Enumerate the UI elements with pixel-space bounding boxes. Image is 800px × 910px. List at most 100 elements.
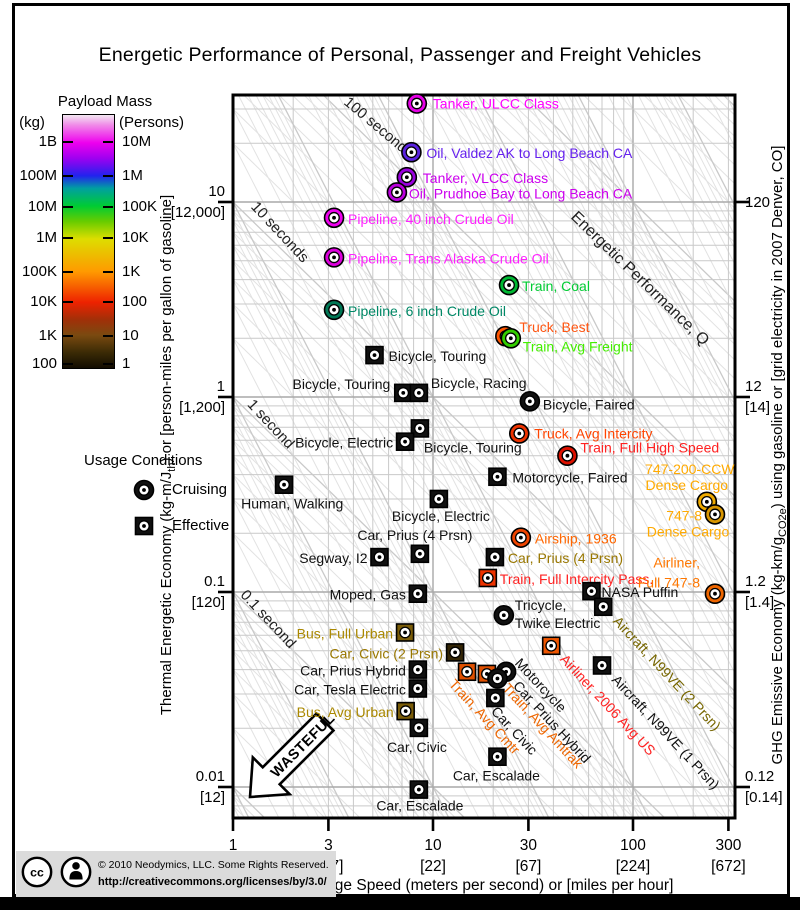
data-point bbox=[410, 544, 430, 564]
data-point-label: Car, Civic (2 Prsn) bbox=[330, 645, 444, 661]
colorbar-tick bbox=[103, 141, 113, 144]
data-point bbox=[457, 662, 477, 682]
data-point-label: Bicycle, Racing bbox=[431, 375, 527, 391]
attribution-icon bbox=[59, 855, 93, 894]
data-point-label: Bicycle, Faired bbox=[543, 396, 635, 412]
svg-text:10: 10 bbox=[208, 183, 225, 200]
data-point-label: Car, Prius (4 Prsn) bbox=[508, 550, 623, 566]
data-point-label: Dense Cargo bbox=[647, 523, 730, 539]
data-point-label: Oil, Valdez AK to Long Beach CA bbox=[426, 145, 633, 161]
svg-text:1: 1 bbox=[229, 837, 238, 854]
svg-text:1: 1 bbox=[217, 378, 225, 395]
svg-text:[12,000]: [12,000] bbox=[171, 204, 225, 221]
data-point bbox=[498, 274, 520, 296]
payload-persons-label: 10M bbox=[122, 133, 152, 151]
svg-text:120: 120 bbox=[745, 194, 770, 211]
payload-kg-label: 1K bbox=[38, 327, 57, 345]
data-point-label: Car, Prius (4 Prsn) bbox=[357, 527, 472, 543]
data-point bbox=[396, 701, 415, 721]
data-point bbox=[557, 445, 578, 467]
x-axis-title: Average Speed (meters per second) or [mi… bbox=[294, 877, 674, 894]
payload-persons-label: 1M bbox=[122, 166, 143, 184]
data-point-label: Truck, Best bbox=[519, 319, 589, 335]
page-title: Energetic Performance of Personal, Passe… bbox=[98, 44, 702, 66]
data-point-label: NASA Puffin bbox=[602, 584, 679, 600]
data-point bbox=[365, 345, 384, 365]
data-point bbox=[582, 581, 601, 601]
data-point bbox=[478, 568, 498, 588]
data-point bbox=[370, 547, 389, 567]
payload-persons-label: 100K bbox=[122, 198, 158, 216]
svg-text:0.1 second: 0.1 second bbox=[237, 587, 299, 652]
data-point bbox=[704, 504, 726, 525]
payload-legend-title: Payload Mass bbox=[57, 93, 153, 110]
data-point bbox=[401, 141, 422, 163]
payload-persons-label: 1K bbox=[122, 263, 141, 281]
colorbar-tick bbox=[103, 271, 113, 274]
colorbar-tick bbox=[63, 206, 73, 209]
data-point-label: Bicycle, Touring bbox=[293, 376, 391, 392]
colorbar-tick bbox=[63, 271, 73, 274]
data-point-label: 747-200-CCW bbox=[645, 461, 735, 477]
svg-text:12: 12 bbox=[745, 378, 762, 395]
colorbar-tick bbox=[63, 362, 73, 365]
data-point-label: Train, Avg Freight bbox=[523, 338, 633, 354]
svg-text:30: 30 bbox=[520, 837, 538, 854]
data-point bbox=[696, 491, 718, 513]
svg-text:[14]: [14] bbox=[745, 399, 770, 416]
effective-marker-icon bbox=[134, 516, 154, 536]
data-point bbox=[487, 668, 508, 689]
svg-text:[672]: [672] bbox=[711, 858, 745, 875]
data-point bbox=[386, 182, 408, 203]
colorbar-tick bbox=[63, 141, 73, 144]
data-point-label: Full 747-8 bbox=[638, 575, 700, 591]
data-point bbox=[396, 166, 418, 188]
axis-ticks bbox=[218, 200, 750, 831]
data-point bbox=[274, 475, 294, 495]
svg-text:[224]: [224] bbox=[616, 858, 650, 875]
data-point bbox=[406, 93, 428, 114]
colorbar-tick bbox=[63, 236, 73, 239]
data-point-label: Car, Prius Hybrid bbox=[300, 663, 406, 679]
data-point bbox=[704, 583, 726, 605]
payload-kg-header: (kg) bbox=[19, 114, 45, 131]
payload-kg-label: 1B bbox=[38, 133, 57, 151]
usage-legend-title: Usage Conditions bbox=[84, 452, 203, 469]
svg-text:[120]: [120] bbox=[192, 594, 225, 611]
data-point bbox=[409, 718, 429, 738]
data-point-label: Moped, Gas bbox=[330, 587, 406, 603]
colorbar-tick bbox=[63, 300, 73, 303]
colorbar-tick bbox=[103, 236, 113, 239]
data-point bbox=[395, 623, 415, 642]
svg-text:[22]: [22] bbox=[420, 858, 446, 875]
data-point-label: Train, Full High Speed bbox=[580, 440, 719, 456]
data-point bbox=[508, 423, 530, 444]
colorbar-tick bbox=[103, 206, 113, 209]
data-point-label: Car, Escalade bbox=[376, 798, 463, 814]
data-point bbox=[323, 299, 345, 321]
svg-text:cc: cc bbox=[30, 865, 44, 879]
data-point bbox=[592, 656, 612, 675]
data-point bbox=[408, 679, 428, 698]
payload-kg-label: 100 bbox=[31, 354, 57, 372]
svg-text:3: 3 bbox=[324, 837, 333, 854]
data-point bbox=[519, 391, 541, 412]
cc-icon: cc bbox=[20, 855, 54, 894]
data-point bbox=[410, 419, 430, 438]
data-point-label: Bicycle, Electric bbox=[295, 435, 393, 451]
data-point bbox=[486, 688, 505, 708]
data-point bbox=[323, 207, 345, 229]
colorbar-tick bbox=[103, 335, 113, 338]
data-point-label: Train, Coal bbox=[522, 278, 590, 294]
svg-text:300: 300 bbox=[715, 837, 741, 854]
svg-text:[1.4]: [1.4] bbox=[745, 594, 774, 611]
data-point bbox=[593, 597, 613, 617]
data-point-label: Oil, Prudhoe Bay to Long Beach CA bbox=[409, 185, 633, 201]
data-point-label: 747-8 bbox=[666, 507, 702, 523]
svg-text:[67]: [67] bbox=[515, 858, 541, 875]
payload-colorbar bbox=[62, 114, 115, 369]
plot-border bbox=[231, 93, 737, 820]
data-point bbox=[409, 780, 429, 799]
cruising-marker-icon bbox=[133, 479, 155, 501]
contour-lines bbox=[233, 95, 735, 818]
